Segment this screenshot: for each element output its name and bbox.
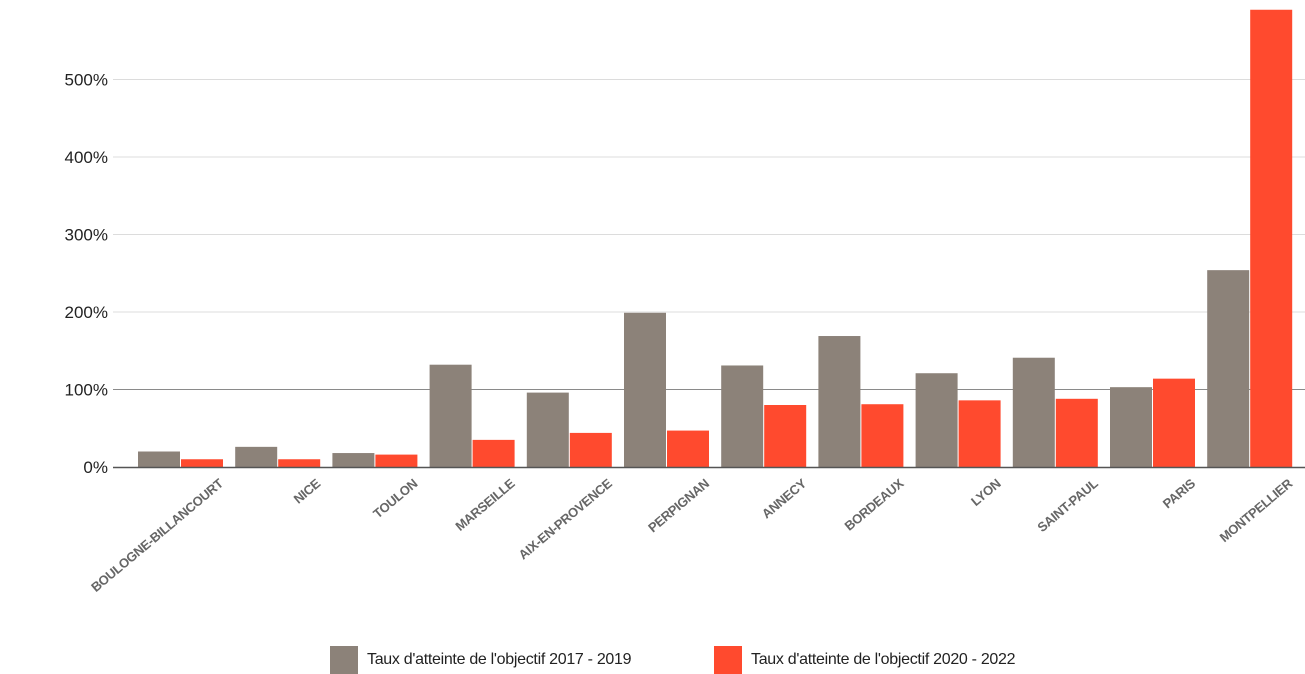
bar-2020-2022 xyxy=(1153,378,1195,467)
x-category-label: TOULON xyxy=(370,476,420,521)
legend-item-series-1: Taux d'atteinte de l'objectif 2017 - 201… xyxy=(330,646,632,674)
legend-swatch-series-2 xyxy=(714,646,742,674)
bar-2017-2019 xyxy=(818,336,861,467)
bar-2020-2022 xyxy=(1250,9,1293,467)
legend-item-series-2: Taux d'atteinte de l'objectif 2020 - 202… xyxy=(714,646,1016,674)
x-category-label: AIX-EN-PROVENCE xyxy=(516,475,616,562)
x-category-label: LYON xyxy=(968,476,1003,509)
x-category-label: NICE xyxy=(291,475,324,506)
bar-2020-2022 xyxy=(472,439,515,467)
bar-2017-2019 xyxy=(915,373,958,467)
bars xyxy=(138,9,1293,467)
y-tick-label: 200% xyxy=(65,303,108,322)
bar-2017-2019 xyxy=(1012,357,1055,467)
bar-2020-2022 xyxy=(861,404,904,467)
bar-chart: 0% 100% 200% 300% 400% 500% BOULOGNE-BILLANCO… xyxy=(65,9,1305,595)
y-axis-ticks: 0% 100% 200% 300% 400% 500% xyxy=(65,71,108,478)
legend-swatch-series-1 xyxy=(330,646,358,674)
x-category-label: MARSEILLE xyxy=(452,475,518,533)
x-category-label: BOULOGNE-BILLANCOURT xyxy=(88,476,226,595)
bar-2017-2019 xyxy=(429,364,472,467)
bar-2020-2022 xyxy=(764,405,807,467)
legend-label-series-2: Taux d'atteinte de l'objectif 2020 - 202… xyxy=(751,651,1016,668)
bar-2017-2019 xyxy=(332,453,375,467)
x-category-label: SAINT-PAUL xyxy=(1034,476,1101,535)
gridlines xyxy=(113,79,1305,390)
bar-2020-2022 xyxy=(181,459,223,467)
x-category-label: PARIS xyxy=(1160,475,1199,511)
bar-2020-2022 xyxy=(278,459,321,467)
bar-2020-2022 xyxy=(375,454,418,467)
bar-2017-2019 xyxy=(721,365,764,467)
bar-2017-2019 xyxy=(138,451,180,467)
bar-2017-2019 xyxy=(526,392,569,467)
legend-label-series-1: Taux d'atteinte de l'objectif 2017 - 201… xyxy=(367,651,632,668)
y-tick-label: 0% xyxy=(83,458,108,477)
x-category-label: MONTPELLIER xyxy=(1217,475,1296,545)
y-tick-label: 500% xyxy=(65,71,108,90)
y-tick-label: 100% xyxy=(65,381,108,400)
x-category-label: ANNECY xyxy=(759,475,810,521)
bar-2020-2022 xyxy=(1055,398,1098,467)
bar-2020-2022 xyxy=(569,432,612,467)
y-tick-label: 400% xyxy=(65,148,108,167)
legend: Taux d'atteinte de l'objectif 2017 - 201… xyxy=(0,640,1305,674)
bar-2017-2019 xyxy=(1110,387,1152,467)
bar-2017-2019 xyxy=(235,446,278,467)
x-axis-category-labels: BOULOGNE-BILLANCOURT NICE TOULON MARSEILLEA… xyxy=(88,475,1296,595)
bar-2017-2019 xyxy=(624,312,666,467)
x-category-label: BORDEAUX xyxy=(842,475,907,533)
bar-2020-2022 xyxy=(958,400,1001,467)
bar-2017-2019 xyxy=(1207,270,1250,467)
y-tick-label: 300% xyxy=(65,226,108,245)
x-category-label: PERPIGNAN xyxy=(645,476,712,535)
bar-2020-2022 xyxy=(667,430,709,467)
